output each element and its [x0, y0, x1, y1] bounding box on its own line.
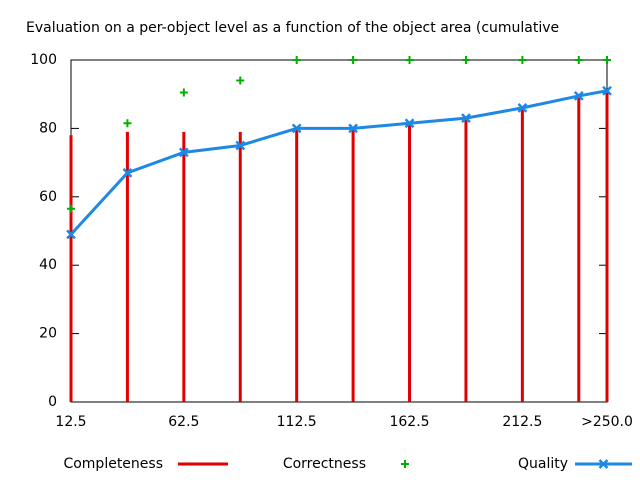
point	[348, 123, 358, 134]
point	[602, 85, 612, 96]
x-tick-label: 162.5	[389, 414, 429, 430]
x-tick-label: >250.0	[581, 414, 633, 430]
point	[349, 56, 358, 64]
point	[66, 229, 76, 240]
y-tick-label: 0	[48, 394, 57, 410]
legend-label: Correctness	[283, 456, 366, 472]
point	[573, 91, 584, 101]
point	[123, 119, 132, 128]
legend-swatch	[598, 459, 609, 469]
legend-swatch	[401, 460, 409, 468]
series-line	[69, 89, 608, 236]
y-tick-label: 40	[39, 257, 57, 273]
point	[518, 56, 527, 64]
point	[235, 140, 246, 151]
point	[404, 118, 415, 129]
legend-label: Completeness	[63, 456, 163, 472]
point	[122, 167, 133, 178]
y-tick-label: 20	[39, 326, 57, 342]
x-tick-label: 62.5	[168, 414, 199, 430]
point	[405, 56, 414, 64]
point	[67, 204, 75, 213]
y-tick-label: 80	[39, 120, 57, 136]
x-tick-label: 212.5	[502, 414, 542, 430]
point	[517, 102, 528, 113]
point	[292, 56, 301, 64]
y-tick-label: 60	[39, 189, 57, 205]
legend-label: Quality	[518, 456, 568, 472]
y-tick-label: 100	[30, 52, 57, 68]
point	[178, 147, 189, 158]
point	[461, 113, 471, 124]
point	[603, 56, 611, 64]
point	[236, 76, 245, 85]
chart-title: Evaluation on a per-object level as a fu…	[26, 20, 559, 36]
point	[291, 123, 302, 134]
x-tick-label: 112.5	[277, 414, 317, 430]
point	[461, 56, 470, 64]
x-tick-label: 12.5	[55, 414, 86, 430]
point	[574, 56, 583, 64]
point	[179, 88, 188, 97]
